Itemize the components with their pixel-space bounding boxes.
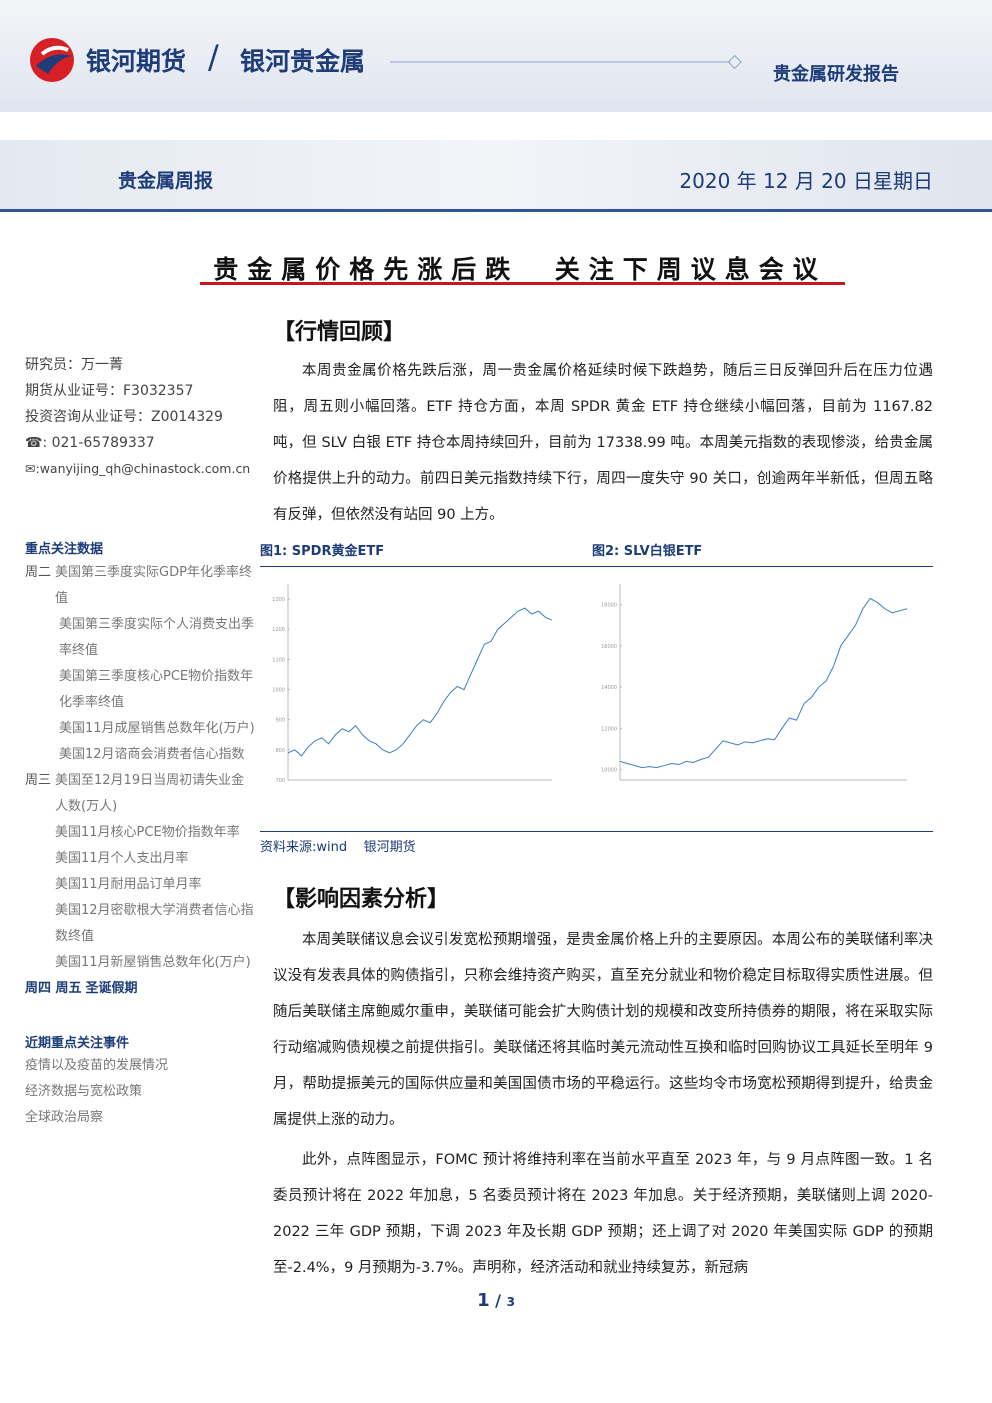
data-line <box>619 597 908 769</box>
figure-caption: 图1: SPDR黄金ETF <box>260 544 385 559</box>
key-data-day: 周二 <box>25 565 52 580</box>
event-item: 全球政治局察 <box>25 1110 104 1125</box>
key-data-items: 圣诞假期 <box>86 976 257 1002</box>
key-data-item: 美国第三季度实际个人消费支出季率终值 <box>59 617 255 658</box>
banner-title: 贵金属周报 <box>118 170 214 192</box>
key-data-item: 美国11月耐用品订单月率 <box>55 877 202 892</box>
y-tick-label: 18000 <box>601 603 617 609</box>
report-type: 贵金属研发报告 <box>773 64 899 85</box>
key-data-day: 周三 <box>25 773 52 788</box>
key-data-item: 美国12月谘商会消费者信心指数 <box>59 747 245 762</box>
y-tick-label: 900 <box>275 718 285 724</box>
key-data-item: 美国11月核心PCE物价指数年率 <box>55 825 240 840</box>
email-row: ✉:wanyijing_qh@chinastock.com.cn <box>25 461 251 476</box>
y-tick-label: 1200 <box>272 627 285 633</box>
events-heading: 近期重点关注事件 <box>25 1036 130 1051</box>
page-total: 3 <box>506 1295 515 1309</box>
logo-mark <box>30 38 74 82</box>
phone-row: ☎: 021-65789337 <box>25 435 155 451</box>
email: wanyijing_qh@chinastock.com.cn <box>39 461 251 476</box>
contact: 研究员：万一菁 期货从业证号：F3032357 投资咨询从业证号：Z001432… <box>25 352 265 482</box>
key-data-group: 周三 美国至12月19日当周初请失业金人数(万人) 美国11月核心PCE物价指数年率… <box>25 768 257 976</box>
key-data-item: 美国至12月19日当周初请失业金人数(万人) <box>55 773 245 814</box>
section-heading: 【影响因素分析】 <box>273 887 450 912</box>
y-tick-label: 16000 <box>601 644 617 650</box>
header-rule <box>390 54 742 70</box>
section-body: 本周美联储议息会议引发宽松预期增强，是贵金属价格上升的主要原因。本周公布的美联储… <box>273 922 933 1290</box>
section-heading: 【行情回顾】 <box>273 320 406 345</box>
chart: 10000 12000 14000 16000 18000 <box>601 584 908 781</box>
y-tick-label: 12000 <box>601 726 617 732</box>
chart: 700 800 900 1000 1100 1200 1300 <box>272 584 553 784</box>
key-data-item: 圣诞假期 <box>85 981 138 996</box>
figure-source: 资料来源:wind 银河期货 <box>260 840 416 855</box>
key-data: 周二 美国第三季度实际GDP年化季率终值美国第三季度实际个人消费支出季率终值 美国第… <box>25 560 257 1002</box>
division: 银河贵金属 <box>240 47 366 76</box>
license: 期货从业证号：F3032357 <box>25 383 194 399</box>
figure-rule <box>260 831 933 832</box>
page-number: 1 / 3 <box>477 1290 515 1311</box>
paragraph: 此外，点阵图显示，FOMC 预计将维持利率在当前水平直至 2023 年，与 9 … <box>273 1152 933 1276</box>
slash: / <box>208 38 219 76</box>
title-underline <box>200 282 845 285</box>
banner-rule <box>0 209 992 212</box>
key-data-items: 美国第三季度实际GDP年化季率终值美国第三季度实际个人消费支出季率终值 美国第三季… <box>55 560 257 768</box>
key-data-item: 美国第三季度核心PCE物价指数年化季率终值 <box>59 669 254 710</box>
page-current: 1 <box>477 1290 490 1311</box>
y-tick-label: 1300 <box>272 597 285 603</box>
key-data-item: 美国12月密歇根大学消费者信心指数终值 <box>55 903 254 944</box>
analyst: 研究员：万一菁 <box>25 357 123 373</box>
key-data-item: 美国11月个人支出月率 <box>55 851 189 866</box>
event-item: 经济数据与宽松政策 <box>25 1084 143 1099</box>
y-tick-label: 800 <box>275 748 285 754</box>
data-line <box>287 607 553 757</box>
y-tick-label: 10000 <box>601 768 617 774</box>
phone: 021-65789337 <box>51 435 155 451</box>
y-tick-label: 14000 <box>601 685 617 691</box>
key-data-item: 美国11月新屋销售总数年化(万户) <box>55 955 251 970</box>
banner-date: 2020 年 12 月 20 日星期日 <box>679 169 933 193</box>
key-data-item: 美国11月成屋销售总数年化(万户) <box>59 721 255 736</box>
key-data-group: 周二 美国第三季度实际GDP年化季率终值美国第三季度实际个人消费支出季率终值 美国第… <box>25 560 257 768</box>
key-data-group: 周四 周五 圣诞假期 <box>25 976 257 1002</box>
banner <box>0 140 992 210</box>
report-title: 贵金属价格先涨后跌 关注下周议息会议 <box>213 255 827 284</box>
header-band <box>0 0 992 112</box>
key-data-item: 美国第三季度实际GDP年化季率终值 <box>55 565 252 606</box>
y-tick-label: 1100 <box>272 657 285 663</box>
company: 银河期货 <box>86 47 187 76</box>
paragraph: 本周贵金属价格先跌后涨，周一贵金属价格延续时候下跌趋势，随后三日反弹回升后在压力… <box>273 363 933 523</box>
figure-rule <box>260 566 933 567</box>
key-data-heading: 重点关注数据 <box>25 542 104 557</box>
event-item: 疫情以及疫苗的发展情况 <box>25 1058 169 1073</box>
y-tick-label: 1000 <box>272 688 285 694</box>
figure-caption: 图2: SLV白银ETF <box>592 544 703 559</box>
y-tick-label: 700 <box>275 778 285 784</box>
section-body: 本周贵金属价格先跌后涨，周一贵金属价格延续时候下跌趋势，随后三日反弹回升后在压力… <box>273 353 933 537</box>
events: 疫情以及疫苗的发展情况 经济数据与宽松政策 全球政治局察 <box>25 1053 257 1131</box>
key-data-day: 周四 周五 <box>25 981 82 996</box>
paragraph: 本周美联储议息会议引发宽松预期增强，是贵金属价格上升的主要原因。本周公布的美联储… <box>273 932 933 1128</box>
key-data-items: 美国至12月19日当周初请失业金人数(万人) 美国11月核心PCE物价指数年率 美国… <box>55 768 257 976</box>
consult-license: 投资咨询从业证号：Z0014329 <box>25 409 223 425</box>
